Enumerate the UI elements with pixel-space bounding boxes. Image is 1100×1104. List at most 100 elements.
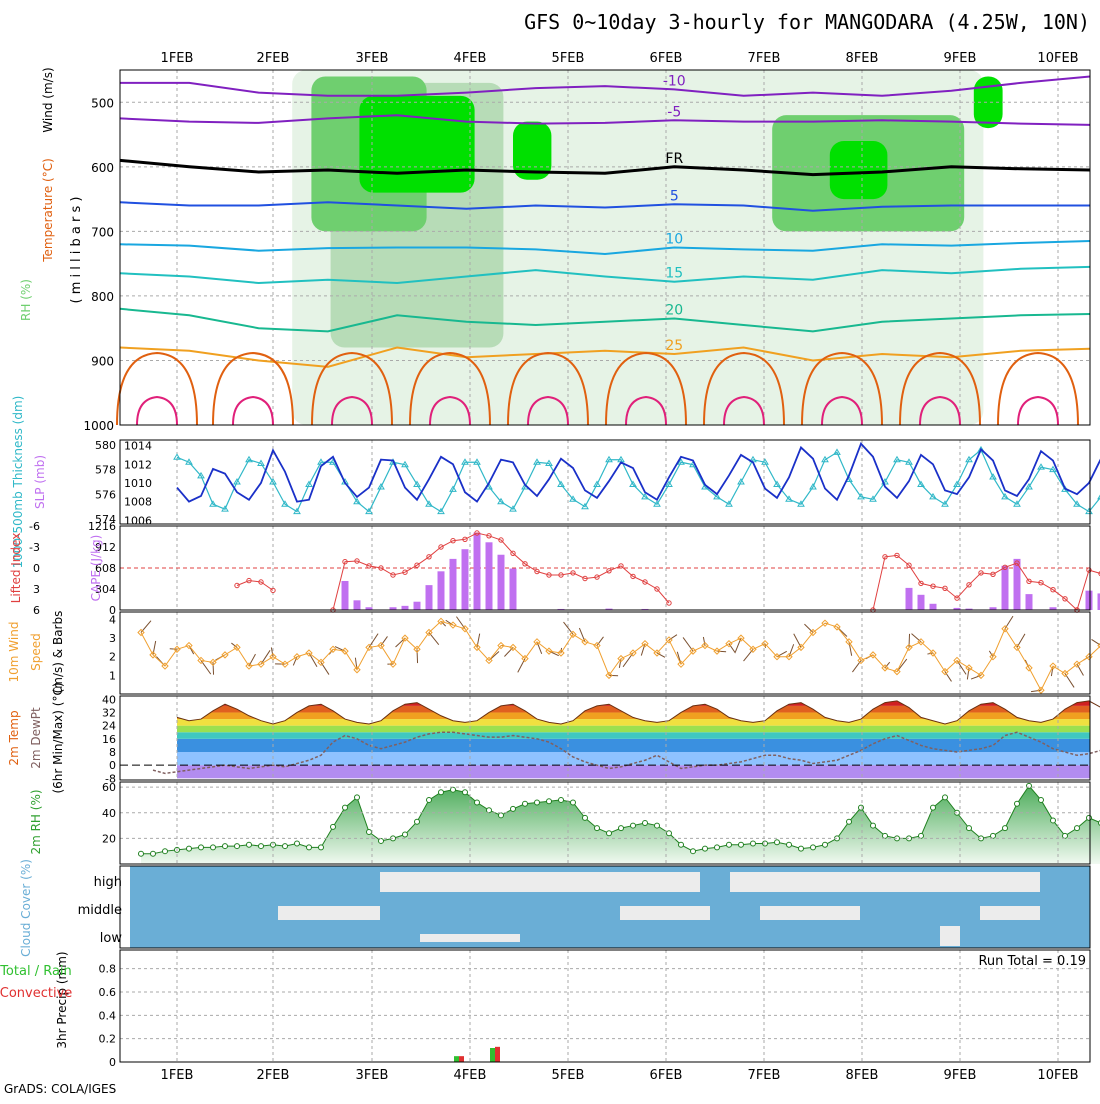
ylabel-temperature: Temperature (°C) [41,158,55,263]
precip-convective-bar [495,1047,500,1062]
ylabel-cape: CAPE (J/kg) [89,535,103,602]
hot-contour [1018,397,1058,425]
rh-point [931,805,936,810]
rh-point [487,808,492,813]
cloud-gap [980,906,1040,920]
li-y-tick: 3 [33,583,40,596]
rh-point [307,845,312,850]
rh-point [463,790,468,795]
rh-point [151,851,156,856]
isotherm-label: 25 [665,338,683,354]
x-tick-top: 7FEB [748,51,781,66]
slp-y-tick: 1014 [124,440,152,453]
rh-point [403,832,408,837]
x-tick-bottom: 5FEB [552,1068,585,1083]
x-tick-bottom: 2FEB [257,1068,290,1083]
cape-bar [402,606,409,610]
rh-point [547,799,552,804]
x-tick-top: 10FEB [1037,51,1078,66]
cape-bar [438,571,445,610]
thickness-y-tick: 578 [95,464,116,477]
rh-point [727,842,732,847]
isotherm-label: 10 [665,232,683,248]
upper-air-y-tick: 800 [91,290,114,304]
cape-bar [918,595,925,610]
x-tick-bottom: 8FEB [846,1068,879,1083]
rh-point [631,823,636,828]
slp-y-tick: 1010 [124,477,152,490]
temp-band [120,752,1090,765]
rh-point [775,840,780,845]
cape-bar [450,559,457,610]
ylabel-slp: SLP (mb) [33,455,47,509]
rh-point [283,844,288,849]
rh-point [967,826,972,831]
upper-air-y-tick: 1000 [83,419,114,433]
ylabel-wind-speed: Speed [29,633,43,671]
rh-point [691,849,696,854]
rh-point [991,833,996,838]
cloud-gap [730,872,1040,892]
warm-contour [998,353,1078,425]
cloud-gap [380,872,470,892]
li-line [873,555,1077,610]
ylabel-millibars: ( m i l l i b a r s ) [69,197,84,304]
wind-y-tick: 2 [109,651,116,664]
cape-bar [414,602,421,610]
li-line [237,581,273,591]
isotherm-label: FR [665,151,683,167]
upper-air-y-tick: 500 [91,96,114,110]
precip-y-tick: 0.6 [99,986,117,999]
cape-bar [1026,594,1033,610]
cape-bar [1086,591,1093,610]
rh-point [535,800,540,805]
x-tick-bottom: 9FEB [944,1068,977,1083]
rh-y-tick: 60 [102,781,116,794]
rh-point [847,819,852,824]
cloud-gap [620,906,710,920]
rh-point [943,795,948,800]
x-tick-top: 4FEB [454,51,487,66]
rh-point [655,823,660,828]
wind-y-tick: 4 [109,613,116,626]
cloud-gap [278,906,300,920]
cape-bar [474,533,481,610]
precip-y-tick: 0.8 [99,963,117,976]
rh-point [703,846,708,851]
cape-bar [342,581,349,610]
cape-bar [510,569,517,610]
cape-bar [930,604,937,610]
wind-barb [717,651,726,652]
x-tick-bottom: 6FEB [650,1068,683,1083]
rh-point [1015,801,1020,806]
wind-frame [120,612,1090,694]
cape-bar [486,542,493,610]
rh-point [1087,815,1092,820]
rh-point [367,829,372,834]
rh-point [235,844,240,849]
wind-barb [597,637,603,646]
li-y-tick: -6 [29,520,40,533]
cloud-gap [300,906,380,920]
li-y-tick: 0 [33,562,40,575]
rh-point [223,844,228,849]
rh-point [751,841,756,846]
wind-barb [170,649,177,650]
rh-point [715,845,720,850]
rh-point [355,795,360,800]
temp-band [120,706,1090,713]
temp-band [120,765,1090,778]
credit-label: GrADS: COLA/IGES [4,1082,116,1096]
rh-point [1051,818,1056,823]
x-tick-bottom: 7FEB [748,1068,781,1083]
rh-point [1075,826,1080,831]
rh-point [787,842,792,847]
page-title: GFS 0~10day 3-hourly for MANGODARA (4.25… [380,10,1090,34]
rh-band-bright [359,96,474,193]
thickness-y-tick: 576 [95,488,116,501]
cloud-level-label: low [100,931,123,946]
cape-bar [1002,566,1009,610]
temp-band [120,712,1090,719]
rh-point [475,800,480,805]
